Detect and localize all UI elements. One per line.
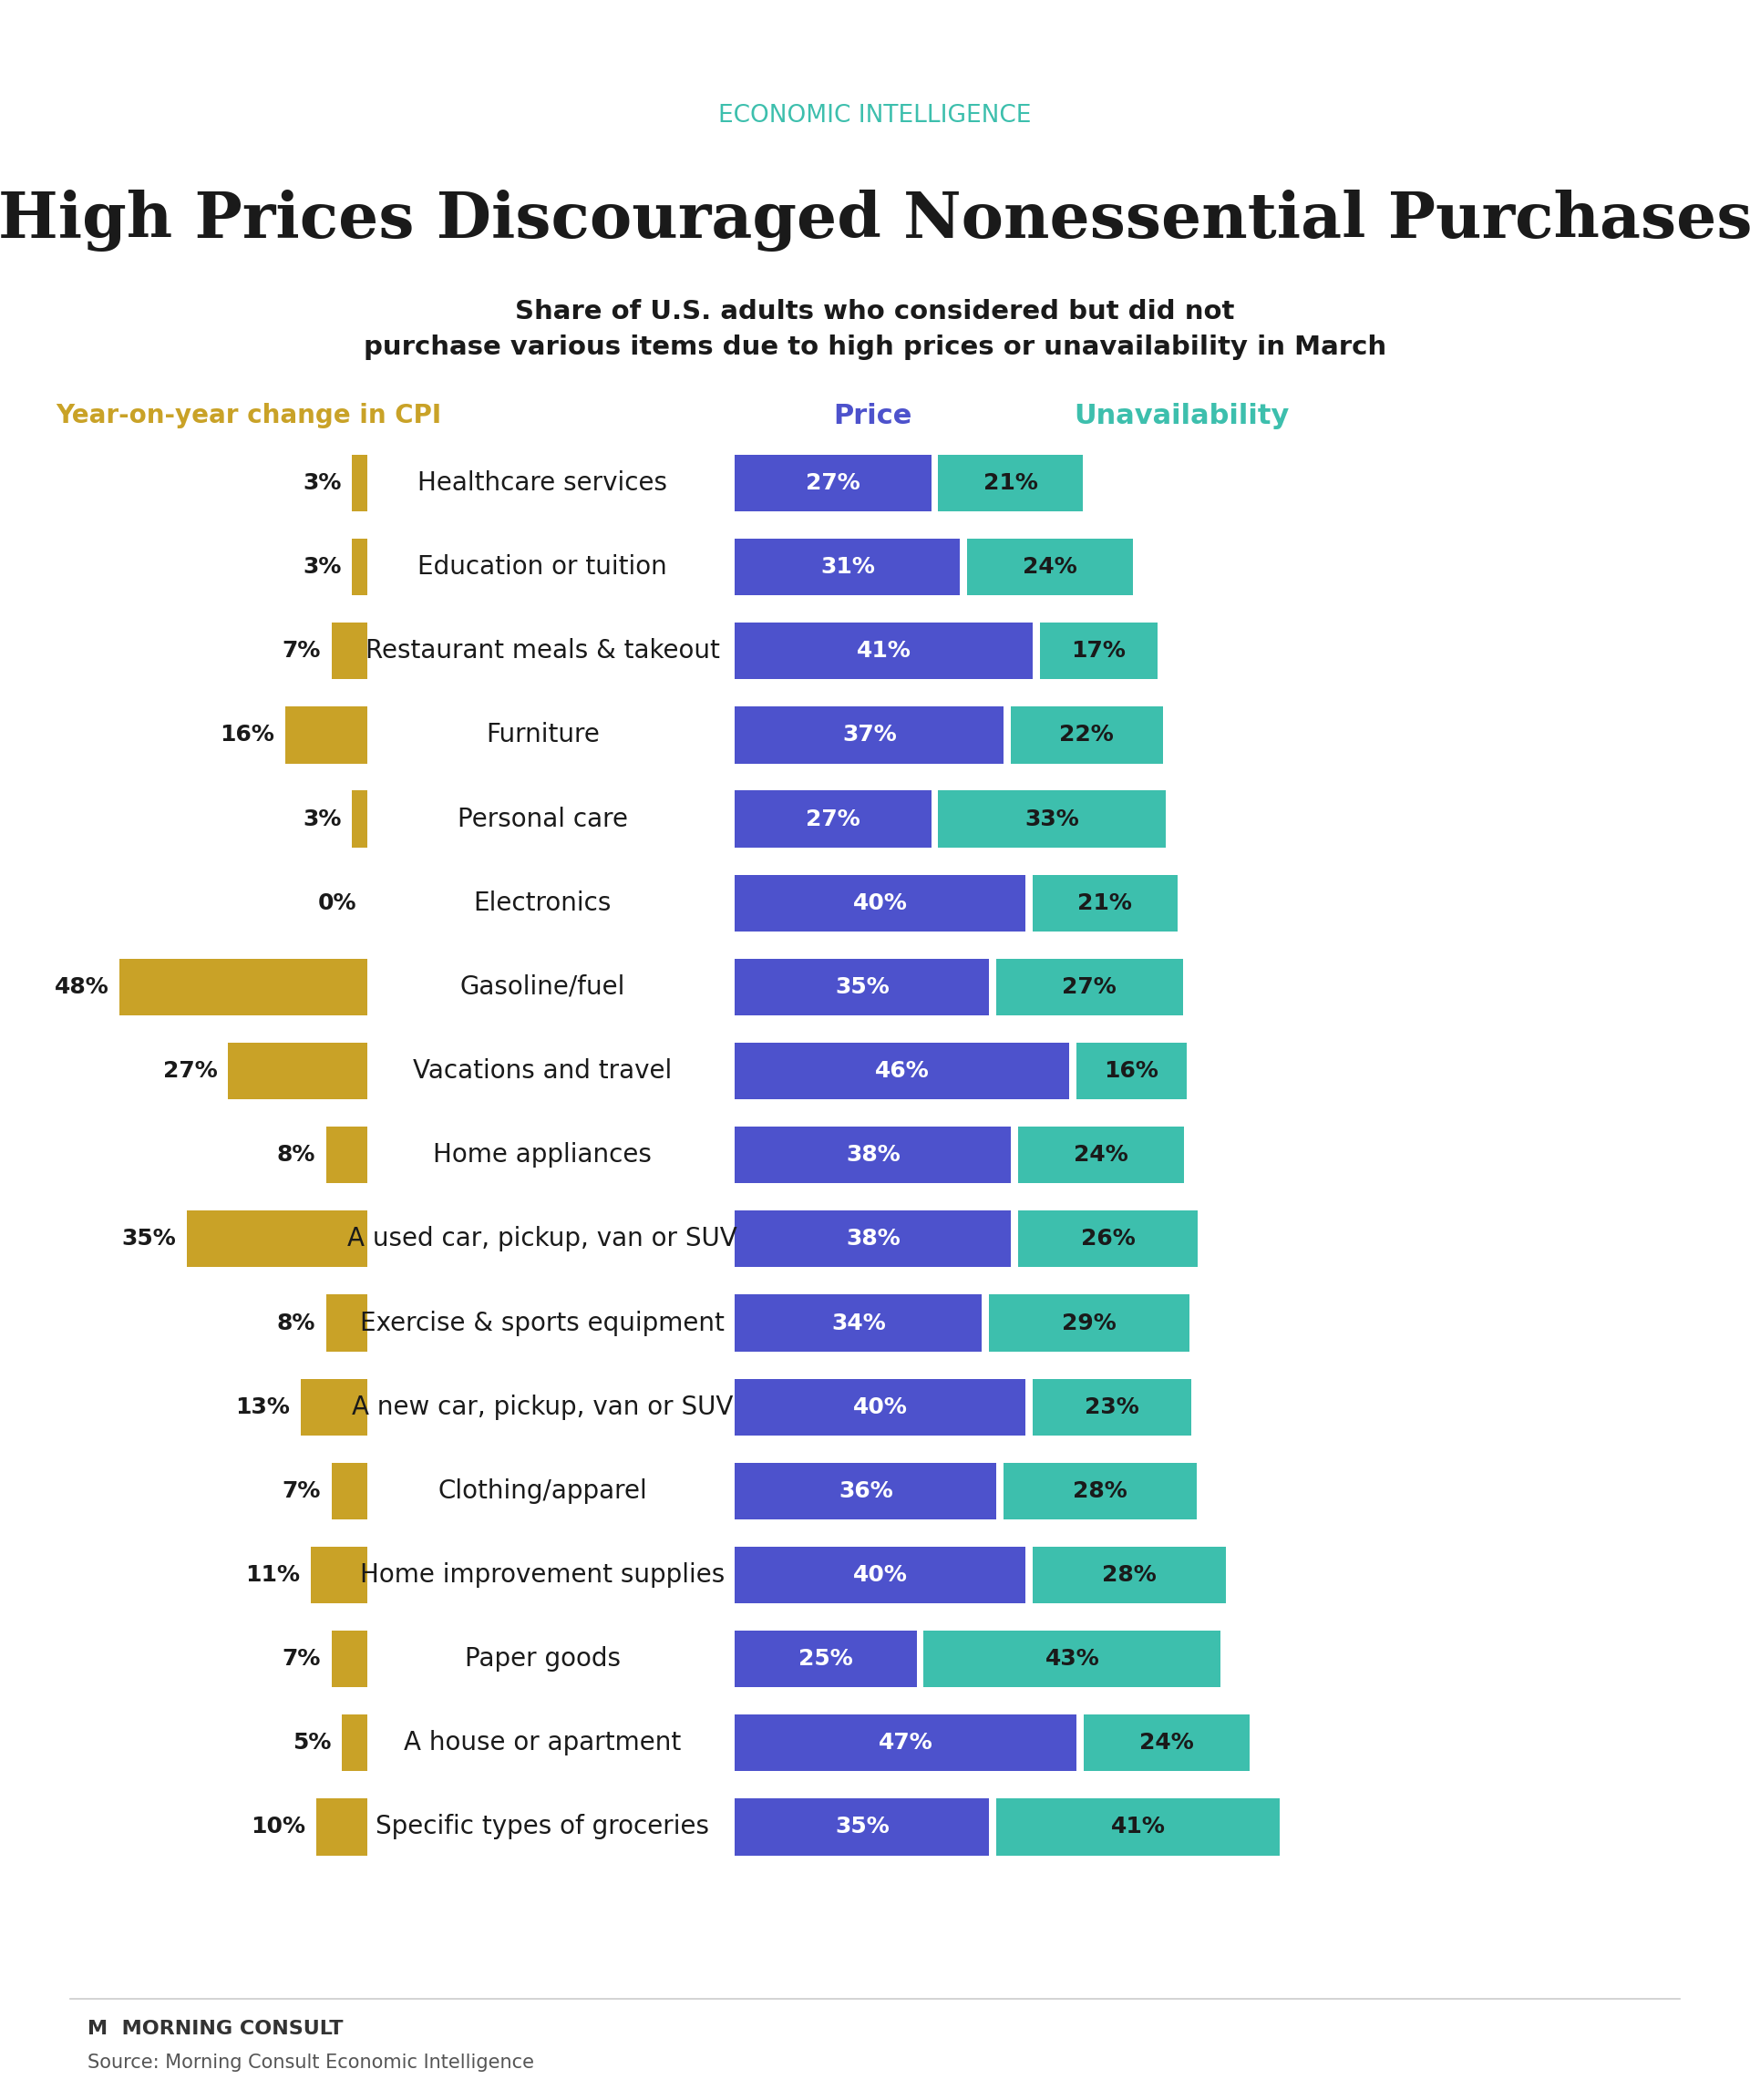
Text: Healthcare services: Healthcare services <box>418 470 667 496</box>
Text: 27%: 27% <box>805 808 861 830</box>
Text: Electronics: Electronics <box>474 890 611 916</box>
Text: Unavailability: Unavailability <box>1073 403 1290 428</box>
Text: Education or tuition: Education or tuition <box>418 554 667 580</box>
Text: 13%: 13% <box>235 1397 291 1418</box>
Text: 40%: 40% <box>852 1564 908 1586</box>
Text: 33%: 33% <box>1026 808 1080 830</box>
Text: A house or apartment: A house or apartment <box>404 1730 681 1756</box>
Text: 41%: 41% <box>856 640 912 662</box>
Text: Restaurant meals & takeout: Restaurant meals & takeout <box>366 638 719 664</box>
Text: Personal care: Personal care <box>457 806 628 832</box>
Text: 46%: 46% <box>875 1060 929 1082</box>
Text: 23%: 23% <box>1085 1397 1139 1418</box>
Text: 38%: 38% <box>845 1228 900 1250</box>
Text: Home improvement supplies: Home improvement supplies <box>360 1562 724 1588</box>
Text: 35%: 35% <box>835 977 889 998</box>
Text: High Prices Discouraged Nonessential Purchases: High Prices Discouraged Nonessential Pur… <box>0 189 1750 252</box>
Text: Specific types of groceries: Specific types of groceries <box>376 1814 709 1840</box>
Text: Vacations and travel: Vacations and travel <box>413 1058 672 1084</box>
Text: Exercise & sports equipment: Exercise & sports equipment <box>360 1310 724 1336</box>
Text: 8%: 8% <box>276 1312 315 1334</box>
Text: 25%: 25% <box>798 1649 852 1670</box>
Text: 16%: 16% <box>1104 1060 1158 1082</box>
Text: 37%: 37% <box>842 724 896 745</box>
Text: 16%: 16% <box>221 724 275 745</box>
Text: 3%: 3% <box>303 808 341 830</box>
Text: 21%: 21% <box>984 472 1038 493</box>
Text: 35%: 35% <box>123 1228 177 1250</box>
Text: Year-on-year change in CPI: Year-on-year change in CPI <box>56 403 441 428</box>
Text: ECONOMIC INTELLIGENCE: ECONOMIC INTELLIGENCE <box>719 103 1031 128</box>
Text: 43%: 43% <box>1045 1649 1099 1670</box>
Text: 34%: 34% <box>831 1312 886 1334</box>
Text: 17%: 17% <box>1071 640 1125 662</box>
Text: 27%: 27% <box>1062 977 1116 998</box>
Text: 5%: 5% <box>292 1732 331 1754</box>
Text: Gasoline/fuel: Gasoline/fuel <box>460 974 625 1000</box>
Text: Furniture: Furniture <box>485 722 600 748</box>
Text: Paper goods: Paper goods <box>464 1646 621 1672</box>
Text: 47%: 47% <box>879 1732 933 1754</box>
Text: 40%: 40% <box>852 892 908 914</box>
Text: M  MORNING CONSULT: M MORNING CONSULT <box>88 2020 343 2037</box>
Text: 36%: 36% <box>838 1480 893 1502</box>
Text: Clothing/apparel: Clothing/apparel <box>438 1478 648 1504</box>
Text: 40%: 40% <box>852 1397 908 1418</box>
Text: A used car, pickup, van or SUV: A used car, pickup, van or SUV <box>348 1226 737 1252</box>
Text: A new car, pickup, van or SUV: A new car, pickup, van or SUV <box>352 1394 733 1420</box>
Text: 24%: 24% <box>1139 1732 1194 1754</box>
Text: 8%: 8% <box>276 1144 315 1166</box>
Text: 7%: 7% <box>282 1480 320 1502</box>
Text: 22%: 22% <box>1059 724 1115 745</box>
Text: 48%: 48% <box>54 977 108 998</box>
Text: 41%: 41% <box>1111 1816 1166 1838</box>
Text: Source: Morning Consult Economic Intelligence: Source: Morning Consult Economic Intelli… <box>88 2054 534 2071</box>
Text: 11%: 11% <box>245 1564 301 1586</box>
Text: 24%: 24% <box>1074 1144 1129 1166</box>
Text: 3%: 3% <box>303 472 341 493</box>
Text: 38%: 38% <box>845 1144 900 1166</box>
Text: 0%: 0% <box>318 892 357 914</box>
Text: 28%: 28% <box>1102 1564 1157 1586</box>
Text: 10%: 10% <box>250 1816 304 1838</box>
Text: 27%: 27% <box>805 472 861 493</box>
Text: 7%: 7% <box>282 1649 320 1670</box>
Text: 35%: 35% <box>835 1816 889 1838</box>
Text: 3%: 3% <box>303 557 341 578</box>
Text: 31%: 31% <box>821 557 875 578</box>
Text: Price: Price <box>833 403 912 428</box>
Text: Home appliances: Home appliances <box>434 1142 651 1168</box>
Text: 24%: 24% <box>1022 557 1078 578</box>
Text: 26%: 26% <box>1080 1228 1136 1250</box>
Text: 28%: 28% <box>1073 1480 1127 1502</box>
Text: 27%: 27% <box>163 1060 217 1082</box>
Text: 21%: 21% <box>1078 892 1132 914</box>
Text: 7%: 7% <box>282 640 320 662</box>
Text: 29%: 29% <box>1062 1312 1116 1334</box>
Text: Share of U.S. adults who considered but did not
purchase various items due to hi: Share of U.S. adults who considered but … <box>364 298 1386 361</box>
